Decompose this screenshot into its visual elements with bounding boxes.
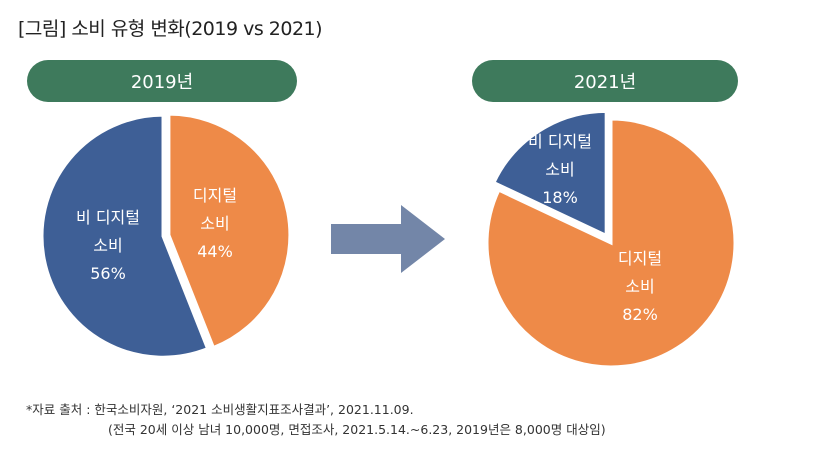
- slice-label-name-2: 소비: [200, 214, 230, 233]
- slice-value: 82%: [622, 305, 658, 324]
- slice-label-name: 디지털: [192, 186, 238, 205]
- pie-2021: [485, 109, 737, 369]
- source-note: *자료 출처 : 한국소비자원, ‘2021 소비생활지표조사결과’, 2021…: [26, 400, 606, 440]
- slice-label-2019-nondigital: 비 디지털 소비 56%: [48, 204, 168, 288]
- chart-title-2019: 2019년: [27, 60, 297, 102]
- slice-label-name: 비 디지털: [76, 208, 140, 227]
- slice-value: 18%: [542, 188, 578, 207]
- slice-label-2019-digital: 디지털 소비 44%: [165, 182, 265, 266]
- right-arrow-icon: [331, 205, 445, 273]
- pie-2019: [40, 112, 292, 359]
- slice-label-name: 디지털: [617, 249, 663, 268]
- slice-value: 56%: [90, 264, 126, 283]
- slice-value: 44%: [197, 242, 233, 261]
- slice-label-2021-nondigital: 비 디지털 소비 18%: [510, 128, 610, 212]
- pie-slice-2021-nondigital: [491, 109, 608, 238]
- figure-title: [그림] 소비 유형 변화(2019 vs 2021): [18, 18, 323, 40]
- source-line-1: *자료 출처 : 한국소비자원, ‘2021 소비생활지표조사결과’, 2021…: [26, 402, 414, 417]
- slice-label-name-2: 소비: [545, 160, 575, 179]
- slice-label-2021-digital: 디지털 소비 82%: [590, 245, 690, 329]
- pie-slice-2021-digital: [485, 117, 737, 369]
- chart-title-2021: 2021년: [472, 60, 738, 102]
- slice-label-name-2: 소비: [625, 277, 655, 296]
- pie-slice-2019-nondigital: [40, 113, 210, 359]
- source-line-2: (전국 20세 이상 남녀 10,000명, 면접조사, 2021.5.14.~…: [108, 422, 606, 437]
- slice-label-name-2: 소비: [93, 236, 123, 255]
- slice-label-name: 비 디지털: [528, 132, 592, 151]
- pie-slice-2019-digital: [167, 112, 292, 350]
